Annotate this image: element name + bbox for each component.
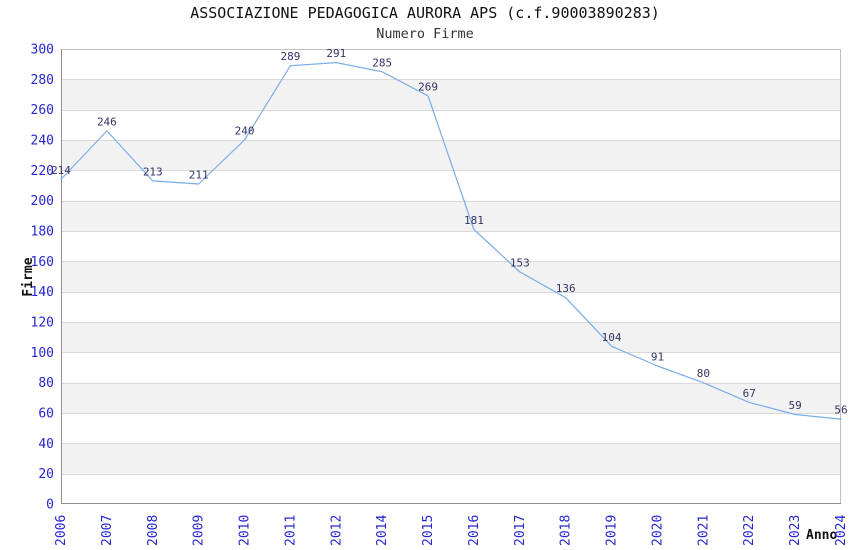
data-point-label: 56 [834,404,847,417]
data-point-label: 246 [97,115,117,128]
data-point-label: 91 [651,350,664,363]
plot-band [61,79,841,110]
x-tick-label: 2020 [650,515,665,546]
x-tick-label: 2009 [192,515,207,546]
data-point-label: 291 [326,47,346,60]
x-tick-label: 2016 [467,515,482,546]
y-tick-label: 40 [38,437,54,452]
x-tick-label: 2012 [329,515,344,546]
y-tick-label: 140 [31,285,54,300]
data-point-label: 104 [602,331,622,344]
chart-subtitle: Numero Firme [376,26,474,42]
x-tick-label: 2021 [696,515,711,546]
data-point-label: 289 [280,50,300,63]
y-tick-label: 120 [31,316,54,331]
y-tick-label: 200 [31,194,54,209]
y-tick-label: 80 [38,376,54,391]
x-tick-label: 2006 [54,515,69,546]
plot-band [61,322,841,353]
data-line [60,62,842,420]
plot-band [61,200,841,231]
y-tick-label: 20 [38,467,54,482]
plot-band [61,140,841,171]
x-tick-label: 2008 [146,515,161,546]
y-tick-label: 160 [31,255,54,270]
y-tick-label: 280 [31,73,54,88]
x-tick-label: 2011 [283,515,298,546]
x-tick-label: 2015 [421,515,436,546]
x-axis-title: Anno [806,528,838,543]
plot-band [61,261,841,292]
y-tick-label: 220 [31,164,54,179]
data-point-label: 269 [418,81,438,94]
data-point-label: 59 [788,399,801,412]
x-tick-label: 2024 [834,515,849,546]
x-tick-label: 2017 [513,515,528,546]
y-tick-label: 100 [31,346,54,361]
y-tick-label: 260 [31,103,54,118]
data-point-label: 240 [235,125,255,138]
y-tick-label: 180 [31,225,54,240]
data-point-label: 211 [189,168,209,181]
y-tick-label: 240 [31,134,54,149]
plot-band [61,443,841,474]
data-point-label: 67 [743,387,756,400]
plot-band [61,382,841,413]
x-tick-label: 2019 [605,515,620,546]
x-tick-label: 2014 [375,515,390,546]
y-tick-label: 300 [31,43,54,58]
chart-title: ASSOCIAZIONE PEDAGOGICA AURORA APS (c.f.… [190,4,660,22]
data-point-label: 136 [556,282,576,295]
x-tick-label: 2023 [788,515,803,546]
x-tick-label: 2007 [100,515,115,546]
x-tick-label: 2022 [742,515,757,546]
x-tick-label: 2018 [559,515,574,546]
y-tick-label: 0 [46,498,54,513]
data-point-label: 153 [510,256,530,269]
data-point-label: 285 [372,56,392,69]
data-point-label: 80 [697,367,710,380]
x-tick-label: 2010 [238,515,253,546]
data-point-label: 181 [464,214,484,227]
data-point-label: 213 [143,165,163,178]
y-tick-label: 60 [38,407,54,422]
data-point-label: 214 [51,164,71,177]
